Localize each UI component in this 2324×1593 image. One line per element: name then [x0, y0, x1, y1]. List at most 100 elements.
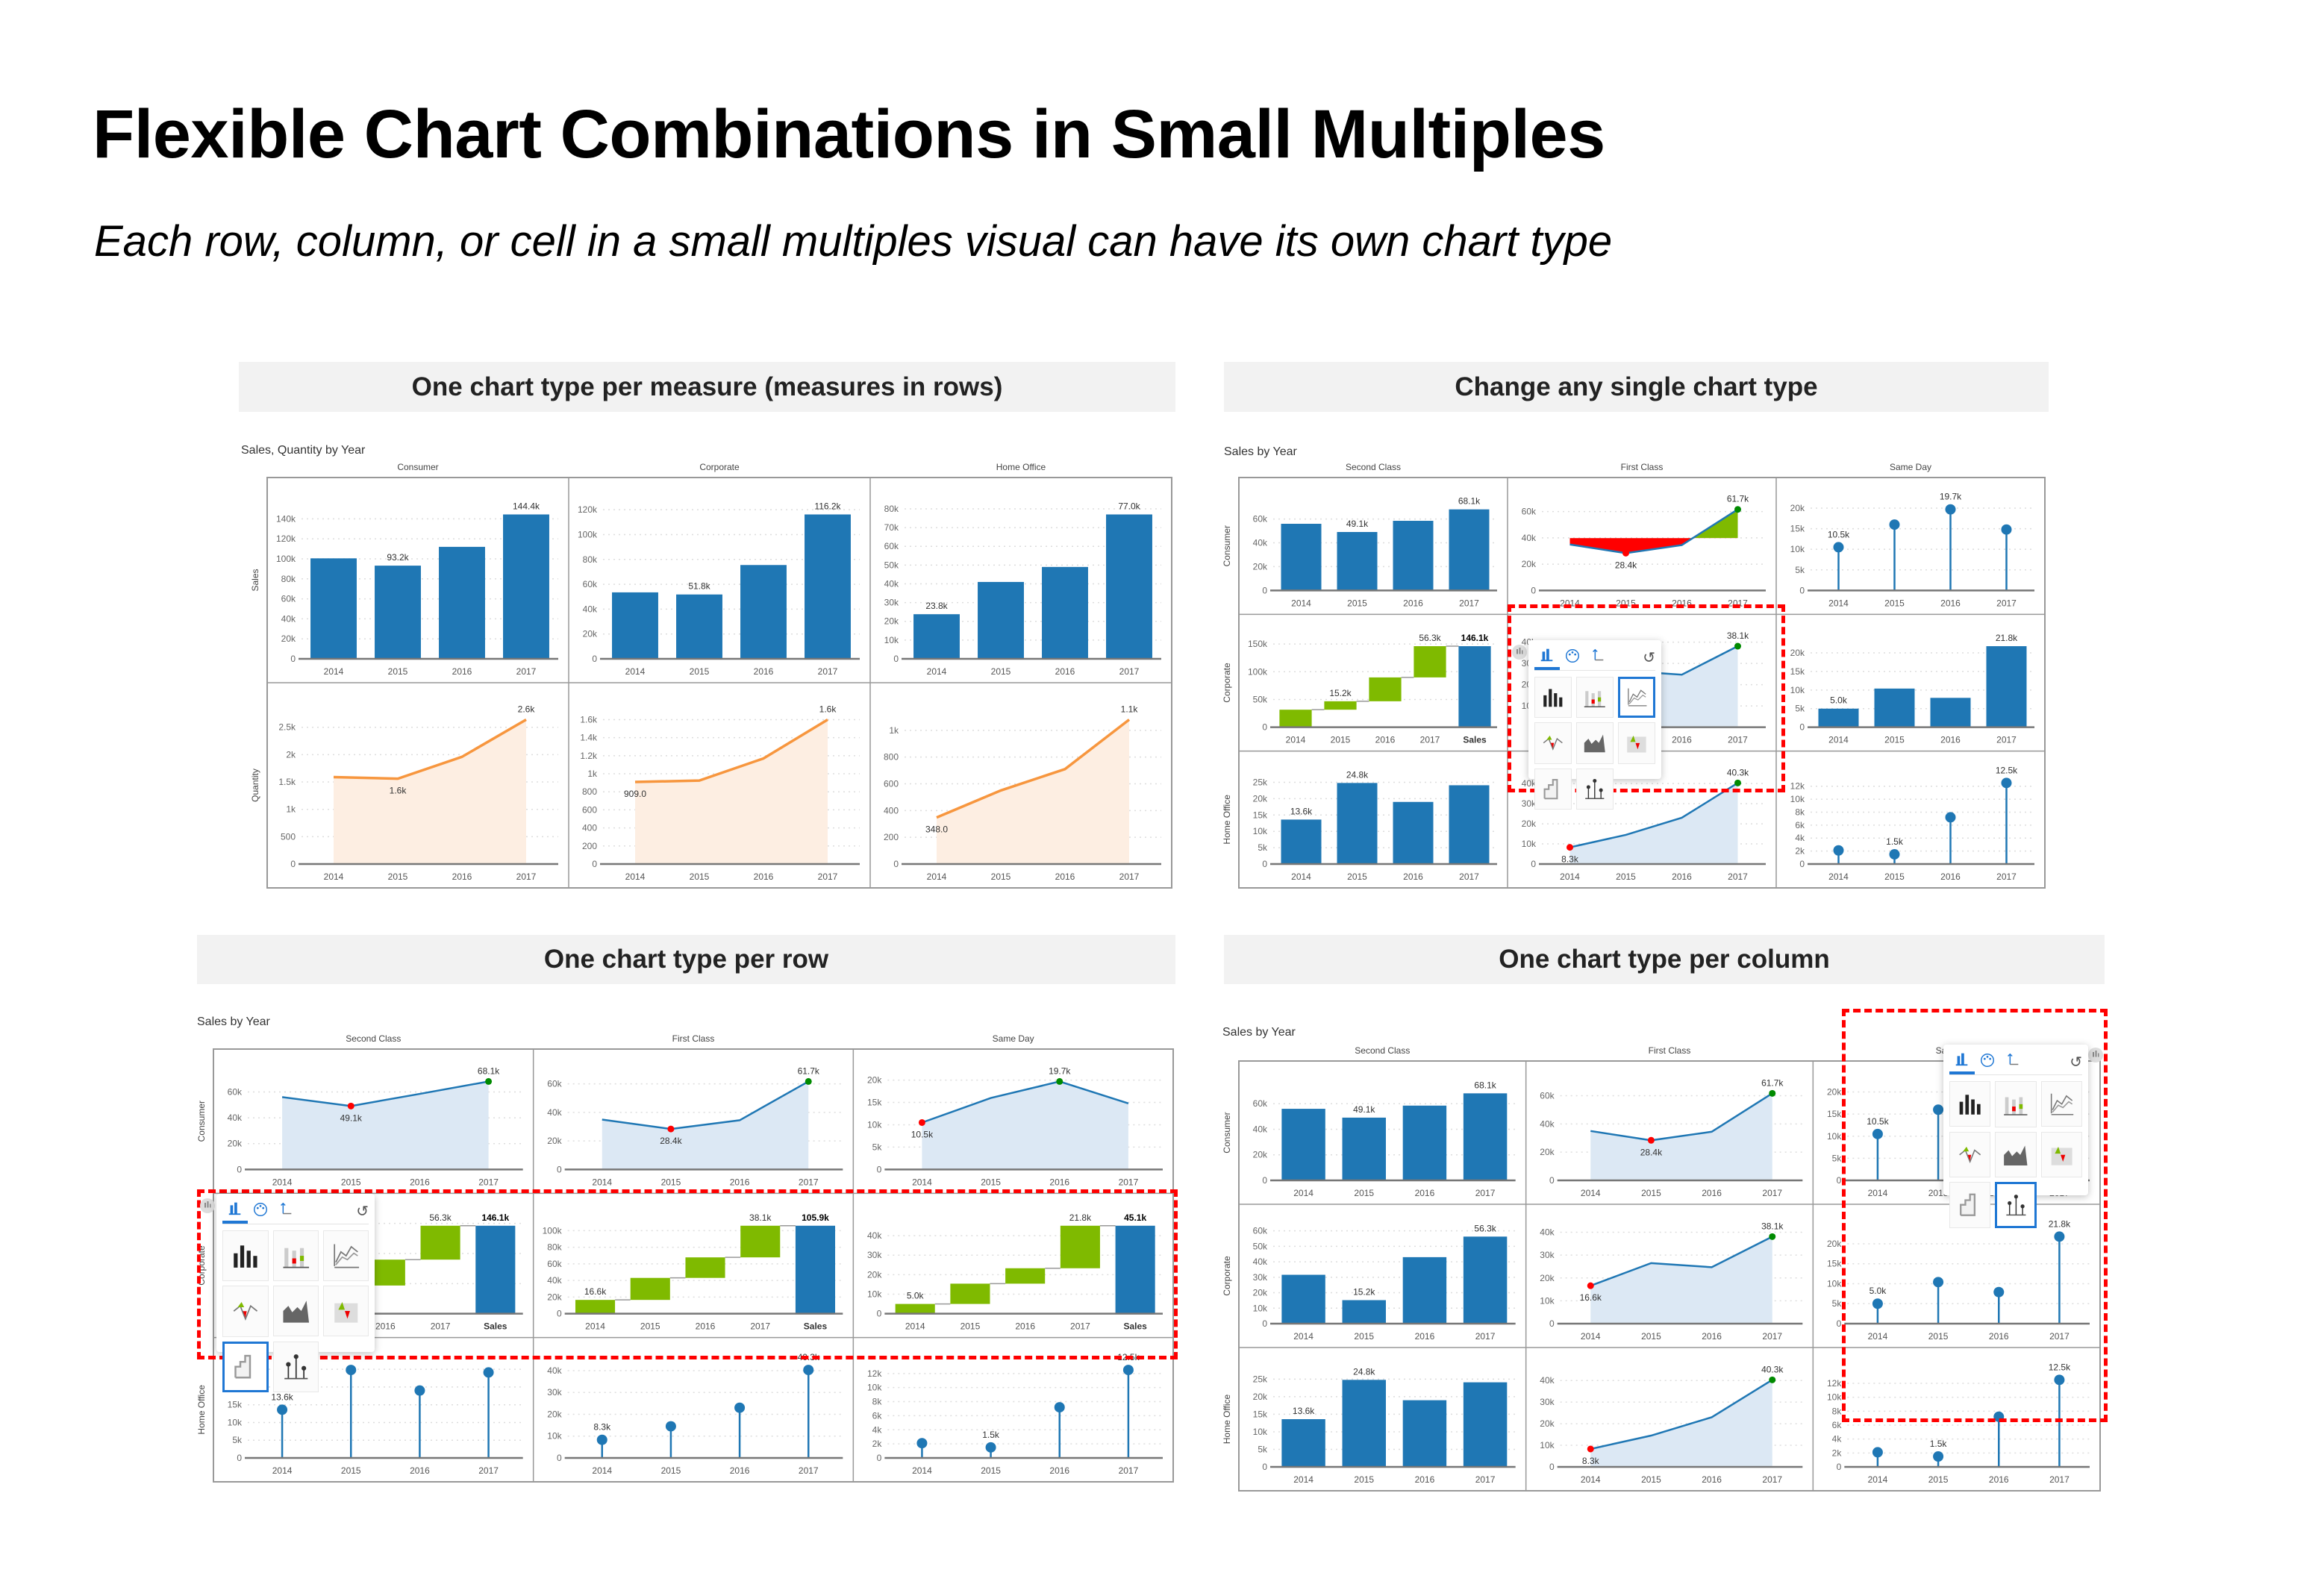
popup-tab-chart-type[interactable]	[222, 1198, 248, 1224]
chart-type-option-lollipop[interactable]	[1995, 1182, 2037, 1228]
x-tick-label: 2015	[960, 1321, 981, 1332]
data-label: 61.7k	[798, 1065, 820, 1076]
data-label: 61.7k	[1727, 494, 1749, 504]
lollipop-head	[803, 1365, 814, 1376]
popup-tab-palette[interactable]	[1560, 646, 1585, 669]
bar	[1449, 785, 1490, 864]
waterfall-bar	[420, 1225, 460, 1260]
data-label: 61.7k	[1761, 1077, 1784, 1088]
bar	[310, 558, 357, 659]
column-header: Consumer	[397, 462, 438, 472]
popup-tab-axis[interactable]	[2000, 1051, 2025, 1073]
chart-cell-column: 0 5k 10k 15k 20k 25k 2014 2015 2016 2017 13.6k 24.8…	[1253, 1366, 1516, 1485]
y-tick-label: 15k	[1827, 1259, 1842, 1269]
max-marker	[1056, 1077, 1063, 1085]
data-label: 23.8k	[925, 601, 948, 611]
chart-type-option-variance-area[interactable]	[323, 1286, 369, 1337]
min-marker	[918, 1118, 925, 1126]
x-tick-label: 2014	[272, 1177, 293, 1187]
chart-type-option-variance-line[interactable]	[1949, 1131, 1991, 1177]
y-tick-label: 8k	[1795, 807, 1805, 817]
y-tick-label: 0	[557, 1309, 562, 1319]
chart-type-option-column[interactable]	[1534, 677, 1572, 719]
bar	[1986, 646, 2027, 727]
chart-type-option-waterfall[interactable]	[1949, 1182, 1991, 1228]
y-tick-label: 15k	[228, 1400, 243, 1410]
x-tick-label: 2014	[592, 1465, 612, 1476]
popup-tabs: ↺	[222, 1198, 369, 1224]
y-tick-label: 15k	[1790, 524, 1805, 534]
chart-type-option-column[interactable]	[1949, 1081, 1991, 1127]
popup-tab-axis[interactable]	[1585, 646, 1611, 669]
y-tick-label: 1.2k	[580, 751, 598, 761]
chart-type-option-line[interactable]	[323, 1230, 369, 1281]
chart-type-option-line[interactable]	[2041, 1081, 2083, 1127]
chart-type-popup: ↺	[216, 1194, 375, 1392]
chart-settings-icon	[203, 1199, 212, 1212]
chart-type-option-variance-area[interactable]	[2041, 1131, 2083, 1177]
chart-settings-button[interactable]	[200, 1198, 215, 1213]
min-marker	[667, 1125, 675, 1133]
bar	[1337, 783, 1378, 864]
popup-tab-axis[interactable]	[273, 1200, 299, 1222]
chart-type-option-area[interactable]	[1575, 722, 1614, 764]
y-tick-label: 800	[884, 752, 899, 763]
data-label: 28.4k	[1640, 1147, 1663, 1157]
x-tick-label: 2017	[1762, 1188, 1782, 1198]
lollipop-head	[1872, 1298, 1883, 1309]
reset-icon[interactable]: ↺	[1643, 649, 1655, 666]
x-tick-label: 2017	[2049, 1331, 2070, 1342]
chart-type-option-variance-line[interactable]	[1534, 722, 1572, 764]
y-tick-label: 50k	[1253, 694, 1268, 704]
grid-border	[213, 1048, 1174, 1483]
x-tick-label: 2015	[1354, 1331, 1374, 1342]
popup-tab-palette[interactable]	[1975, 1051, 2000, 1073]
min-marker	[347, 1102, 354, 1110]
reset-icon[interactable]: ↺	[356, 1203, 369, 1220]
data-label: 68.1k	[478, 1065, 500, 1076]
popup-tab-palette[interactable]	[248, 1200, 273, 1222]
data-label: 38.1k	[749, 1212, 772, 1223]
y-tick-label: 60k	[1540, 1091, 1555, 1101]
chart-type-option-area[interactable]	[272, 1286, 319, 1337]
chart-settings-button[interactable]	[2088, 1048, 2103, 1062]
bar	[1042, 566, 1088, 659]
column-chart-icon	[1950, 1082, 1990, 1126]
x-tick-label: 2014	[1868, 1188, 1888, 1198]
x-tick-label: 2017	[1459, 871, 1479, 882]
chart-type-option-variance-line[interactable]	[222, 1286, 269, 1337]
row-header: Quantity	[250, 769, 260, 802]
chart-type-option-variance-area[interactable]	[1617, 722, 1656, 765]
chart-type-option-waterfall[interactable]	[1534, 769, 1572, 810]
chart-type-option-line[interactable]	[1617, 677, 1656, 719]
x-tick-label: 2015	[690, 871, 710, 882]
chart-settings-button[interactable]	[1512, 645, 1527, 660]
chart-type-option-variance-column[interactable]	[1575, 677, 1614, 719]
popup-tab-chart-type[interactable]	[1534, 645, 1560, 670]
popup-tab-chart-type[interactable]	[1949, 1049, 1975, 1074]
variance-column-chart-icon	[1577, 677, 1613, 717]
lollipop-head	[1933, 1451, 1944, 1462]
chart-cell-lollipop: 0 5k 10k 15k 20k 2014 2015 2016 2017 5.0k 21.8k	[1827, 1218, 2090, 1342]
data-label: 348.0	[925, 824, 948, 835]
chart-type-option-area[interactable]	[1995, 1131, 2037, 1178]
x-tick-label: 2016	[754, 871, 774, 882]
chart-type-option-lollipop[interactable]	[1575, 769, 1614, 810]
chart-type-option-waterfall[interactable]	[222, 1341, 269, 1392]
row-header: Consumer	[1222, 525, 1232, 566]
y-tick-label: 10k	[867, 1119, 882, 1130]
chart-type-option-column[interactable]	[222, 1230, 269, 1282]
reset-icon[interactable]: ↺	[2070, 1054, 2082, 1071]
x-tick-label: 2015	[1354, 1188, 1374, 1198]
max-marker	[1769, 1233, 1776, 1240]
chart-type-option-variance-column[interactable]	[272, 1230, 319, 1281]
bar	[1342, 1300, 1386, 1324]
y-tick-label: 20k	[867, 1269, 882, 1280]
chart-cell-waterfall: 0 10k 20k 30k 40k 2014 2015 2016 2017 5.0k 21.8k 45…	[867, 1212, 1163, 1332]
waterfall-chart-icon	[1950, 1183, 1990, 1227]
data-label: 1.6k	[819, 704, 837, 714]
chart-type-option-variance-column[interactable]	[1995, 1081, 2037, 1127]
chart-type-option-lollipop[interactable]	[272, 1341, 319, 1392]
x-tick-label: 2014	[625, 871, 646, 882]
x-tick-label: 2015	[690, 666, 710, 677]
